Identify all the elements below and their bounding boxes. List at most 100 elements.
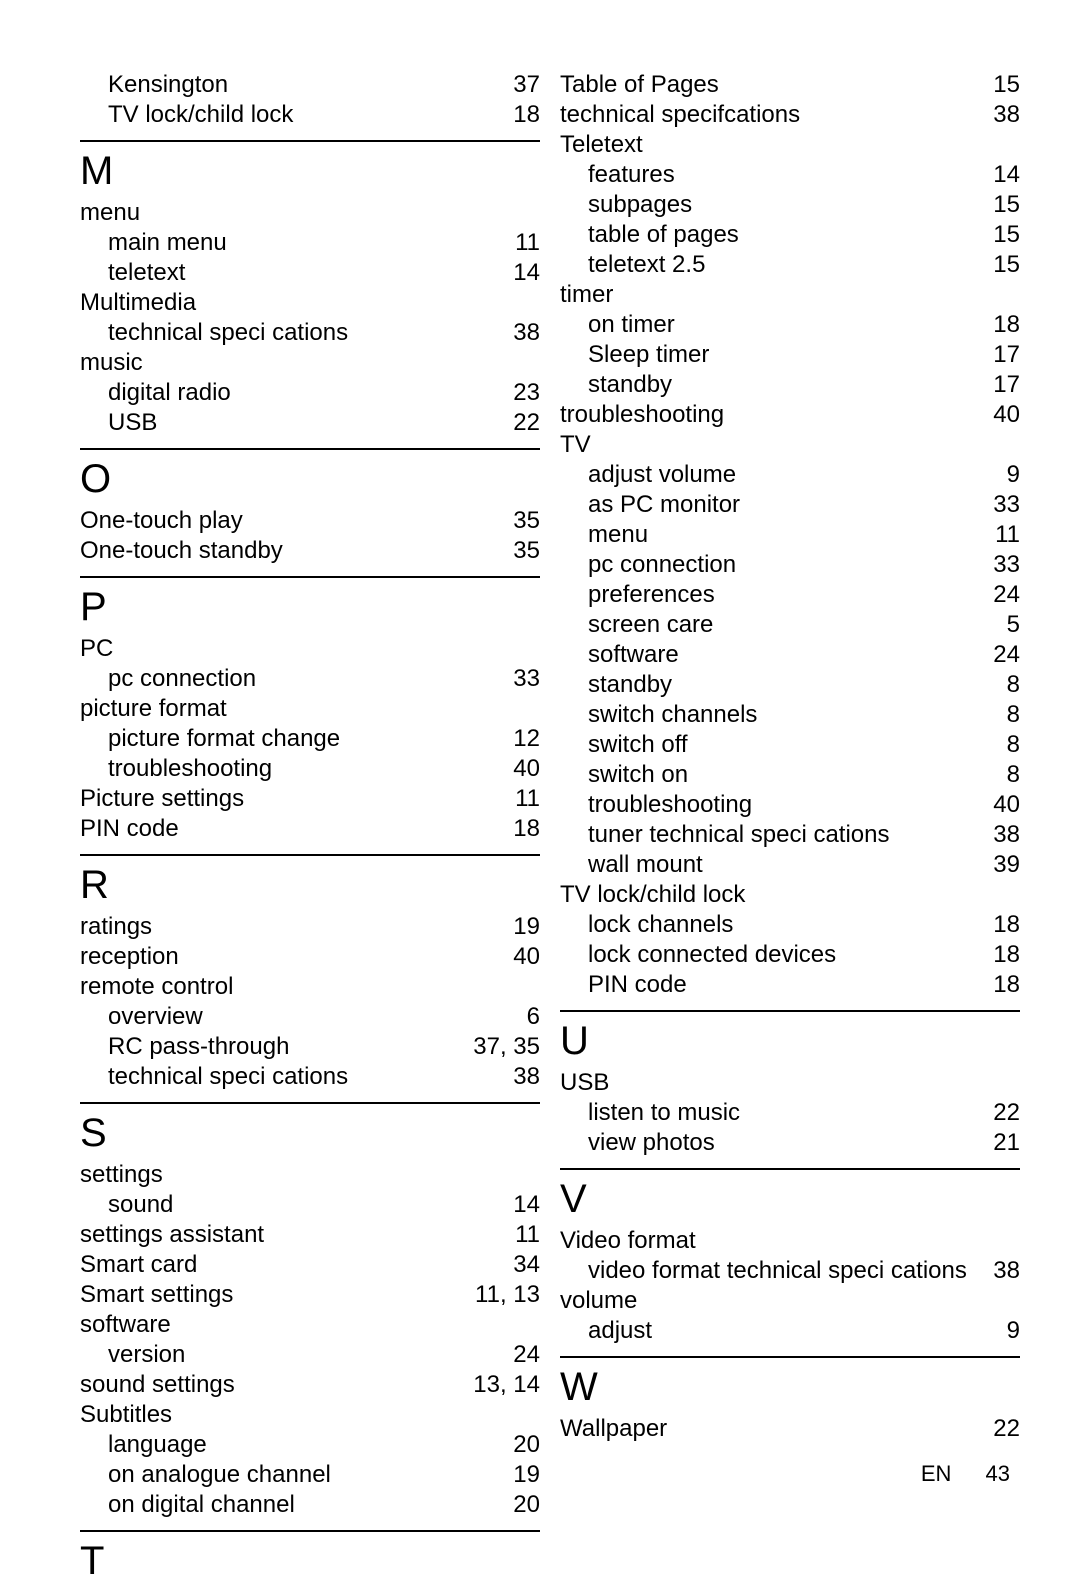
index-entry-label: Picture settings — [80, 784, 244, 814]
index-section-letter: T — [80, 1536, 540, 1586]
index-entry-page: 15 — [985, 190, 1020, 220]
index-entry-page: 17 — [985, 340, 1020, 370]
index-entry: Kensington37 — [80, 70, 540, 100]
index-entry: overview6 — [80, 1002, 540, 1032]
index-entry-label: lock channels — [560, 910, 733, 940]
index-entry: menu11 — [560, 520, 1020, 550]
index-entry: PIN code18 — [80, 814, 540, 844]
section-separator — [80, 1102, 540, 1104]
index-entry-page: 24 — [985, 640, 1020, 670]
index-entry: sound settings13, 14 — [80, 1370, 540, 1400]
index-entry-page: 15 — [985, 70, 1020, 100]
index-entry-page: 40 — [505, 754, 540, 784]
index-entry-page: 14 — [505, 1190, 540, 1220]
index-entry-label: teletext — [80, 258, 185, 288]
index-entry-label: wall mount — [560, 850, 703, 880]
index-entry: timer — [560, 280, 1020, 310]
index-entry-label: software — [560, 640, 679, 670]
index-entry: teletext14 — [80, 258, 540, 288]
index-entry: technical speci cations38 — [80, 318, 540, 348]
index-entry-label: Smart card — [80, 1250, 197, 1280]
index-entry-label: features — [560, 160, 675, 190]
index-entry: on analogue channel19 — [80, 1460, 540, 1490]
index-entry: technical specifcations 38 — [560, 100, 1020, 130]
index-entry-page: 38 — [985, 100, 1020, 130]
index-column-right: Table of Pages15technical specifcations 3… — [560, 70, 1020, 1588]
index-entry: Wallpaper22 — [560, 1414, 1020, 1444]
index-entry: features 14 — [560, 160, 1020, 190]
footer-page-number: 43 — [986, 1461, 1010, 1486]
index-entry: Video format — [560, 1226, 1020, 1256]
index-entry-label: technical specifcations — [560, 100, 800, 130]
index-entry-page: 40 — [985, 790, 1020, 820]
index-entry-label: main menu — [80, 228, 227, 258]
index-entry: RC pass-through 37, 35 — [80, 1032, 540, 1062]
index-entry: teletext 2.515 — [560, 250, 1020, 280]
index-entry-page: 14 — [985, 160, 1020, 190]
index-entry: Sleep timer 17 — [560, 340, 1020, 370]
index-entry: Teletext — [560, 130, 1020, 160]
index-entry-page: 34 — [505, 1250, 540, 1280]
index-entry-label: volume — [560, 1286, 637, 1316]
index-entry-label: adjust — [560, 1316, 652, 1346]
index-entry-page: 38 — [985, 820, 1020, 850]
index-entry-page: 8 — [999, 760, 1020, 790]
index-entry-page: 18 — [505, 100, 540, 130]
index-entry-label: Smart settings — [80, 1280, 233, 1310]
index-section-letter: P — [80, 582, 540, 632]
index-entry-page: 40 — [985, 400, 1020, 430]
index-entry: TV lock/child lock — [560, 880, 1020, 910]
index-entry-label: USB — [560, 1068, 609, 1098]
index-entry: Multimedia — [80, 288, 540, 318]
index-section-letter: M — [80, 146, 540, 196]
index-entry: technical speci cations38 — [80, 1062, 540, 1092]
index-entry: PIN code18 — [560, 970, 1020, 1000]
index-entry: Table of Pages15 — [560, 70, 1020, 100]
index-entry-page: 38 — [505, 318, 540, 348]
index-section-letter: O — [80, 454, 540, 504]
index-entry: Smart card 34 — [80, 1250, 540, 1280]
index-entry-label: view photos — [560, 1128, 715, 1158]
index-entry-label: language — [80, 1430, 207, 1460]
index-entry-page: 18 — [985, 940, 1020, 970]
index-entry-label: version — [80, 1340, 185, 1370]
index-entry: switch on8 — [560, 760, 1020, 790]
index-entry-page: 37, 35 — [465, 1032, 540, 1062]
index-entry-page: 19 — [505, 912, 540, 942]
index-entry-page: 20 — [505, 1430, 540, 1460]
index-entry-label: picture format change — [80, 724, 340, 754]
index-entry-page: 35 — [505, 536, 540, 566]
index-entry-page: 11 — [507, 228, 540, 258]
index-entry-label: troubleshooting — [560, 400, 724, 430]
index-entry-label: menu — [80, 198, 140, 228]
index-entry: on digital channel20 — [80, 1490, 540, 1520]
index-entry-page: 35 — [505, 506, 540, 536]
index-entry: tuner technical speci cations38 — [560, 820, 1020, 850]
index-entry-label: subpages — [560, 190, 692, 220]
index-entry-page: 8 — [999, 730, 1020, 760]
index-entry-label: software — [80, 1310, 171, 1340]
index-entry-label: Sleep timer — [560, 340, 709, 370]
index-entry-label: pc connection — [560, 550, 736, 580]
section-separator — [560, 1356, 1020, 1358]
index-entry-label: PIN code — [80, 814, 179, 844]
index-entry-label: Kensington — [80, 70, 228, 100]
index-entry-label: standby — [560, 670, 672, 700]
index-entry-page: 38 — [985, 1256, 1020, 1286]
index-section-letter: U — [560, 1016, 1020, 1066]
index-entry-page: 6 — [519, 1002, 540, 1032]
index-entry: settings — [80, 1160, 540, 1190]
index-entry: main menu 11 — [80, 228, 540, 258]
index-entry-label: menu — [560, 520, 648, 550]
index-entry-label: RC pass-through — [80, 1032, 289, 1062]
index-entry-label: Teletext — [560, 130, 643, 160]
index-entry: standby8 — [560, 670, 1020, 700]
index-entry-label: TV lock/child lock — [80, 100, 293, 130]
section-separator — [80, 576, 540, 578]
index-entry-page: 20 — [505, 1490, 540, 1520]
index-entry-label: switch channels — [560, 700, 757, 730]
index-entry-label: on analogue channel — [80, 1460, 331, 1490]
index-entry-label: TV lock/child lock — [560, 880, 745, 910]
index-entry: standby17 — [560, 370, 1020, 400]
index-entry-page: 15 — [985, 250, 1020, 280]
